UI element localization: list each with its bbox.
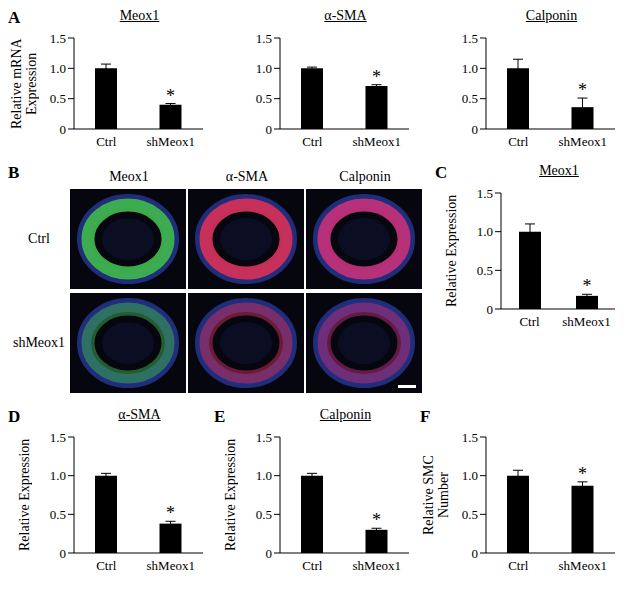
svg-text:shMeox1: shMeox1 (353, 558, 401, 573)
svg-text:0: 0 (266, 546, 273, 561)
svg-text:1.0: 1.0 (50, 468, 66, 483)
html-text:C: C (435, 163, 448, 182)
html-text:Relative Expression: Relative Expression (222, 438, 238, 552)
html-text:Calponin: Calponin (319, 407, 372, 422)
svg-text:*: * (583, 276, 592, 296)
svg-text:shMeox1: shMeox1 (559, 134, 607, 149)
svg-text:1.0: 1.0 (50, 61, 66, 76)
svg-text:Ctrl: Ctrl (302, 134, 323, 149)
svg-text:*: * (166, 86, 175, 106)
html-text:E: E (214, 407, 226, 426)
svg-text:1.5: 1.5 (462, 31, 478, 46)
svg-text:0.5: 0.5 (50, 91, 66, 106)
html-text:Ctrl: Ctrl (28, 231, 50, 246)
html-text:Relative Expression: Relative Expression (16, 438, 32, 552)
svg-text:0: 0 (472, 546, 479, 561)
html-text:Meox1: Meox1 (109, 169, 149, 184)
svg-text:0.5: 0.5 (477, 263, 493, 278)
svg-text:1.0: 1.0 (462, 468, 478, 483)
svg-text:1.5: 1.5 (50, 31, 66, 46)
html-text:B: B (8, 163, 20, 182)
svg-text:Ctrl: Ctrl (519, 314, 540, 329)
svg-text:shMeox1: shMeox1 (147, 134, 195, 149)
svg-text:1.5: 1.5 (50, 430, 66, 445)
svg-text:0: 0 (472, 122, 479, 137)
html-text:α-SMA: α-SMA (118, 407, 161, 422)
svg-text:Ctrl: Ctrl (508, 134, 529, 149)
html-text:Calponin: Calponin (339, 169, 391, 184)
svg-text:shMeox1: shMeox1 (353, 134, 401, 149)
svg-text:1.5: 1.5 (256, 31, 272, 46)
svg-text:shMeox1: shMeox1 (562, 314, 610, 329)
svg-text:1.5: 1.5 (477, 186, 493, 201)
html-text:α-SMA: α-SMA (225, 169, 269, 184)
svg-text:0: 0 (266, 122, 273, 137)
svg-text:Ctrl: Ctrl (508, 558, 529, 573)
svg-text:1.0: 1.0 (256, 468, 272, 483)
html-text:shMeox1: shMeox1 (12, 335, 66, 350)
svg-text:0.5: 0.5 (256, 91, 272, 106)
svg-text:shMeox1: shMeox1 (147, 558, 195, 573)
svg-text:*: * (372, 67, 381, 87)
svg-text:0.5: 0.5 (50, 507, 66, 522)
svg-text:1.0: 1.0 (477, 224, 493, 239)
svg-text:*: * (166, 503, 175, 523)
html-text:A: A (8, 8, 21, 27)
svg-text:*: * (578, 464, 587, 484)
svg-text:*: * (578, 80, 587, 100)
html-text:Calponin: Calponin (525, 8, 578, 23)
svg-text:1.0: 1.0 (462, 61, 478, 76)
svg-text:0.5: 0.5 (256, 507, 272, 522)
svg-text:shMeox1: shMeox1 (559, 558, 607, 573)
svg-text:Ctrl: Ctrl (302, 558, 323, 573)
svg-text:0: 0 (487, 302, 494, 317)
svg-text:1.5: 1.5 (256, 430, 272, 445)
html-text:F: F (420, 407, 431, 426)
svg-text:0: 0 (60, 546, 67, 561)
svg-text:Ctrl: Ctrl (96, 558, 117, 573)
html-text:Relative Expression: Relative Expression (443, 194, 459, 308)
svg-text:Ctrl: Ctrl (96, 134, 117, 149)
html-text:α-SMA: α-SMA (324, 8, 367, 23)
svg-text:1.5: 1.5 (462, 430, 478, 445)
html-text:D: D (8, 407, 21, 426)
svg-text:0: 0 (60, 122, 67, 137)
html-text:Relative mRNA Expression: Relative mRNA Expression (9, 38, 39, 129)
svg-text:0.5: 0.5 (462, 507, 478, 522)
svg-text:1.0: 1.0 (256, 61, 272, 76)
html-text:Meox1: Meox1 (539, 163, 579, 178)
html-text:Meox1: Meox1 (119, 8, 160, 23)
svg-text:0.5: 0.5 (462, 91, 478, 106)
html-text:Relative SMC Number: Relative SMC Number (421, 455, 451, 535)
svg-text:*: * (372, 510, 381, 530)
